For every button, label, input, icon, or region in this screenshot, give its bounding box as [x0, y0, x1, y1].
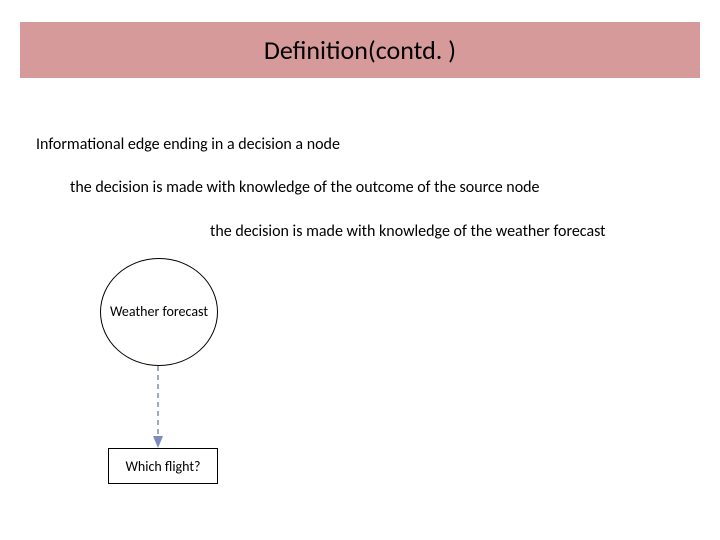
diagram-area: Weather forecast Which flight? — [78, 248, 258, 508]
node-weather-forecast: Weather forecast — [100, 258, 218, 366]
body-line-3: the decision is made with knowledge of t… — [210, 222, 606, 241]
body-line-1: Informational edge ending in a decision … — [36, 135, 340, 154]
node-flight-label: Which flight? — [125, 458, 200, 475]
node-weather-label: Weather forecast — [110, 304, 208, 321]
edge-weather-to-flight — [148, 366, 168, 448]
title-bar: Definition(contd. ) — [20, 22, 700, 78]
node-which-flight: Which flight? — [108, 448, 218, 484]
body-line-2: the decision is made with knowledge of t… — [70, 178, 540, 197]
page-title: Definition(contd. ) — [264, 34, 456, 66]
